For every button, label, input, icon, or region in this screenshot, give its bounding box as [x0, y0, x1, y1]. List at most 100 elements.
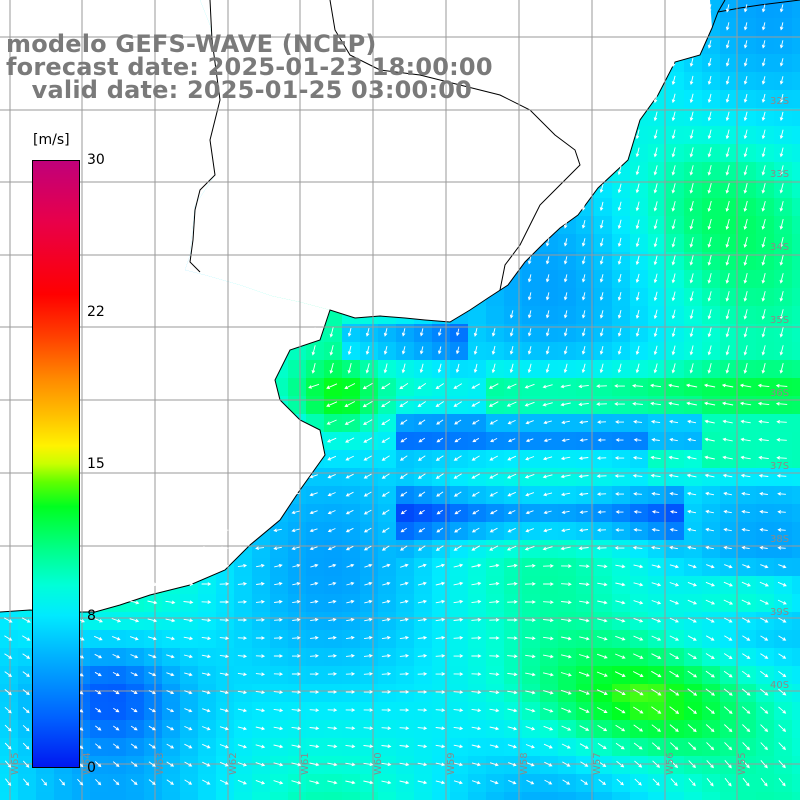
wind-arrow: [615, 635, 626, 641]
wind-cell: [450, 702, 468, 720]
wind-arrow: [326, 401, 338, 407]
wind-arrow: [112, 635, 121, 641]
wind-cell: [576, 522, 594, 540]
wind-cell: [720, 18, 738, 36]
wind-arrow: [740, 419, 751, 424]
wind-arrow: [689, 291, 694, 302]
wind-cell: [252, 594, 270, 612]
wind-arrow: [237, 690, 248, 695]
wind-cell: [792, 540, 800, 558]
wind-arrow: [200, 545, 211, 550]
wind-cell: [198, 594, 216, 612]
wind-cell: [342, 558, 360, 576]
wind-cell: [414, 684, 432, 702]
latitude-label: 33S: [770, 169, 789, 180]
wind-cell: [396, 432, 414, 450]
wind-cell: [360, 792, 378, 800]
wind-cell: [702, 324, 720, 342]
wind-arrow: [703, 383, 716, 388]
wind-arrow: [291, 726, 302, 731]
wind-arrow: [328, 617, 337, 622]
wind-cell: [738, 90, 756, 108]
wind-arrow: [435, 690, 446, 694]
wind-arrow: [758, 455, 769, 460]
wind-arrow: [543, 636, 554, 641]
wind-arrow: [399, 744, 410, 749]
wind-arrow: [707, 345, 712, 356]
wind-cell: [522, 612, 540, 630]
wind-arrow: [435, 726, 446, 731]
wind-arrow: [579, 707, 590, 713]
wind-arrow: [599, 183, 604, 194]
wind-arrow: [22, 742, 30, 750]
wind-arrow: [310, 563, 319, 568]
wind-arrow: [130, 672, 139, 677]
wind-cell: [522, 558, 540, 576]
wind-cell: [648, 288, 666, 306]
wind-arrow: [435, 708, 446, 713]
wind-arrow: [581, 219, 586, 229]
wind-cell: [648, 630, 666, 648]
wind-cell: [306, 576, 324, 594]
wind-cell: [684, 288, 702, 306]
wind-cell: [630, 450, 648, 468]
wind-cell: [180, 630, 198, 648]
wind-cell: [702, 144, 720, 162]
wind-arrow: [669, 670, 680, 678]
wind-arrow: [255, 599, 265, 604]
wind-cell: [792, 432, 800, 450]
wind-arrow: [689, 273, 694, 284]
wind-cell: [468, 792, 486, 800]
wind-cell: [648, 162, 666, 180]
wind-arrow: [383, 345, 388, 355]
wind-arrow: [381, 509, 390, 515]
wind-arrow: [327, 546, 336, 551]
wind-cell: [324, 720, 342, 738]
wind-arrow: [579, 582, 590, 587]
wind-cell: [630, 630, 648, 648]
wind-arrow: [761, 272, 766, 284]
wind-cell: [648, 342, 666, 360]
wind-arrow: [705, 724, 715, 733]
wind-cell: [504, 522, 522, 540]
wind-cell: [414, 594, 432, 612]
wind-arrow: [725, 58, 730, 67]
wind-arrow: [706, 564, 715, 569]
wind-arrow: [560, 546, 571, 551]
wind-cell: [468, 324, 486, 342]
wind-arrow: [687, 635, 697, 641]
wind-cell: [576, 360, 594, 378]
wind-cell: [90, 630, 108, 648]
wind-arrow: [596, 653, 608, 659]
wind-cell: [558, 486, 576, 504]
wind-cell: [432, 396, 450, 414]
wind-cell: [720, 414, 738, 432]
wind-cell: [648, 594, 666, 612]
wind-cell: [792, 54, 800, 72]
wind-arrow: [417, 708, 428, 712]
wind-arrow: [327, 672, 338, 676]
wind-cell: [576, 450, 594, 468]
wind-arrow: [615, 724, 626, 732]
wind-arrow: [689, 129, 694, 140]
wind-arrow: [686, 491, 697, 496]
wind-arrow: [562, 779, 571, 785]
wind-cell: [396, 486, 414, 504]
wind-cell: [432, 630, 450, 648]
wind-arrow: [743, 129, 748, 140]
wind-cell: [720, 432, 738, 450]
wind-arrow: [743, 165, 748, 176]
wind-cell: [792, 342, 800, 360]
wind-cell: [234, 630, 252, 648]
wind-cell: [252, 720, 270, 738]
wind-arrow: [615, 564, 626, 569]
wind-arrow: [329, 362, 334, 374]
wind-arrow: [507, 708, 518, 713]
wind-arrow: [779, 111, 784, 122]
wind-arrow: [399, 599, 409, 604]
wind-arrow: [689, 147, 694, 158]
wind-cell: [450, 378, 468, 396]
wind-cell: [558, 792, 576, 800]
wind-cell: [468, 396, 486, 414]
wind-cell: [306, 342, 324, 360]
